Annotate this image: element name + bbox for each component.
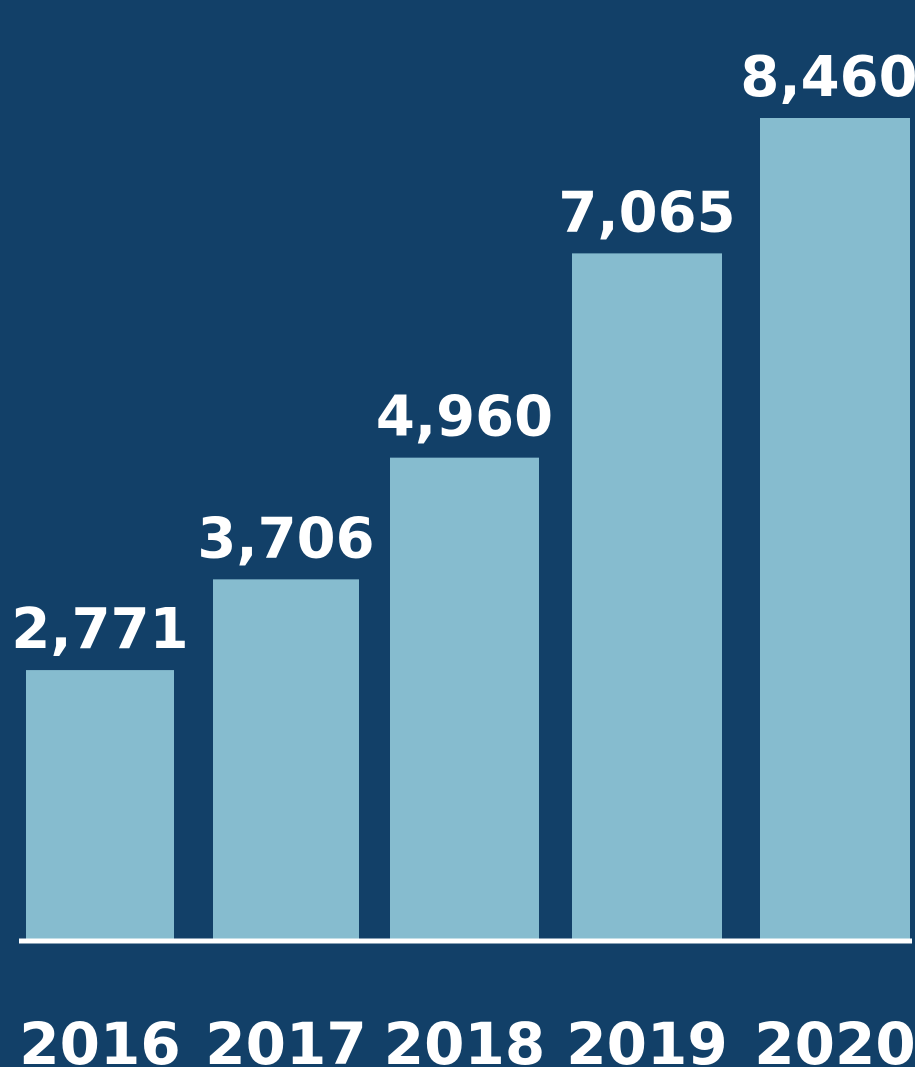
x-tick-label: 2018 (384, 1010, 545, 1067)
value-label: 8,460 (740, 45, 915, 110)
value-label: 2,771 (11, 597, 188, 662)
value-label: 3,706 (197, 506, 374, 571)
bar (572, 253, 722, 939)
bars (26, 118, 910, 939)
value-label: 7,065 (558, 180, 735, 245)
bar (390, 457, 539, 939)
x-tick-label: 2017 (205, 1010, 366, 1067)
bar (26, 670, 174, 939)
x-tick-label: 2016 (19, 1010, 180, 1067)
x-tick-label: 2020 (754, 1010, 915, 1067)
value-label: 4,960 (376, 385, 553, 450)
x-tick-label: 2019 (566, 1010, 727, 1067)
bar (760, 118, 910, 939)
bar (213, 579, 359, 939)
